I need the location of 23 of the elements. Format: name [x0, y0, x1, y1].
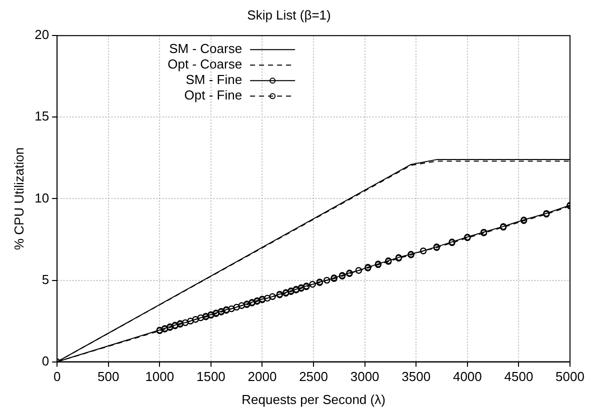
legend-label: Opt - Coarse: [168, 56, 242, 72]
chart-title: Skip List (β=1): [247, 7, 331, 22]
y-tick-label: 20: [34, 27, 50, 42]
y-axis-title: % CPU Utilization: [11, 147, 26, 250]
x-tick-label: 4500: [504, 369, 534, 384]
x-tick-label: 1000: [145, 369, 174, 384]
y-tick-label: 0: [42, 353, 50, 368]
x-tick-label: 1500: [196, 369, 226, 384]
y-tick-label: 10: [34, 190, 50, 206]
x-tick-label: 4000: [452, 369, 482, 384]
legend-label: Opt - Fine: [184, 88, 242, 103]
x-axis-title: Requests per Second (λ): [242, 392, 386, 407]
legend-label: SM - Fine: [186, 72, 242, 88]
x-tick-label: 500: [98, 369, 120, 384]
y-tick-label: 5: [42, 272, 50, 287]
x-tick-label: 3000: [350, 369, 380, 384]
x-tick-label: 5000: [556, 369, 584, 384]
x-tick-label: 3500: [402, 369, 431, 384]
x-tick-label: 2000: [248, 369, 277, 384]
x-tick-label: 0: [53, 369, 61, 384]
legend-label: SM - Coarse: [169, 41, 242, 56]
x-tick-label: 2500: [299, 369, 328, 384]
y-tick-label: 15: [34, 108, 50, 124]
